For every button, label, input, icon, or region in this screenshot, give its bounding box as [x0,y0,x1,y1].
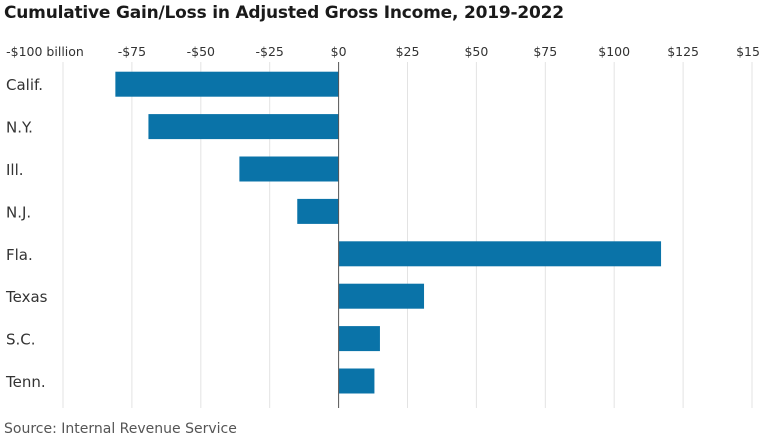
category-label: Ill. [6,161,24,179]
grid-lines [62,62,753,408]
category-label: Fla. [6,246,33,264]
x-tick-label: -$50 [187,44,215,59]
bar [338,368,375,394]
bars [115,71,662,394]
category-label: Calif. [6,76,43,94]
bar [297,198,339,224]
x-tick-label: -$100 billion [6,44,84,59]
x-tick-label: $125 [667,44,699,59]
category-label: N.J. [6,203,31,221]
bar-chart: -$100 billion -$75 -$50 -$25 $0 $25 $50 $75 $100… [5,44,759,408]
category-label: Tenn. [5,373,46,391]
category-label: Texas [5,288,48,306]
x-tick-label: $150 [736,44,759,59]
x-axis-ticks: -$100 billion -$75 -$50 -$25 $0 $25 $50 $75 $100… [6,44,759,59]
bar [239,156,339,182]
bar [338,283,425,309]
bar [148,114,339,140]
x-tick-label: $0 [331,44,347,59]
x-tick-label: $25 [396,44,420,59]
bar [115,71,339,97]
x-tick-label: -$25 [256,44,284,59]
source-note: Source: Internal Revenue Service [4,421,237,437]
bar [338,326,380,352]
bar [338,241,662,267]
category-label: N.Y. [6,119,33,137]
x-tick-label: $100 [598,44,630,59]
chart-title: Cumulative Gain/Loss in Adjusted Gross I… [4,3,564,23]
x-tick-label: -$75 [118,44,146,59]
x-tick-label: $75 [533,44,557,59]
x-tick-label: $50 [464,44,488,59]
category-labels: Calif. N.Y. Ill. N.J. Fla. Texas S.C. Tenn. [5,76,48,391]
category-label: S.C. [6,331,36,349]
